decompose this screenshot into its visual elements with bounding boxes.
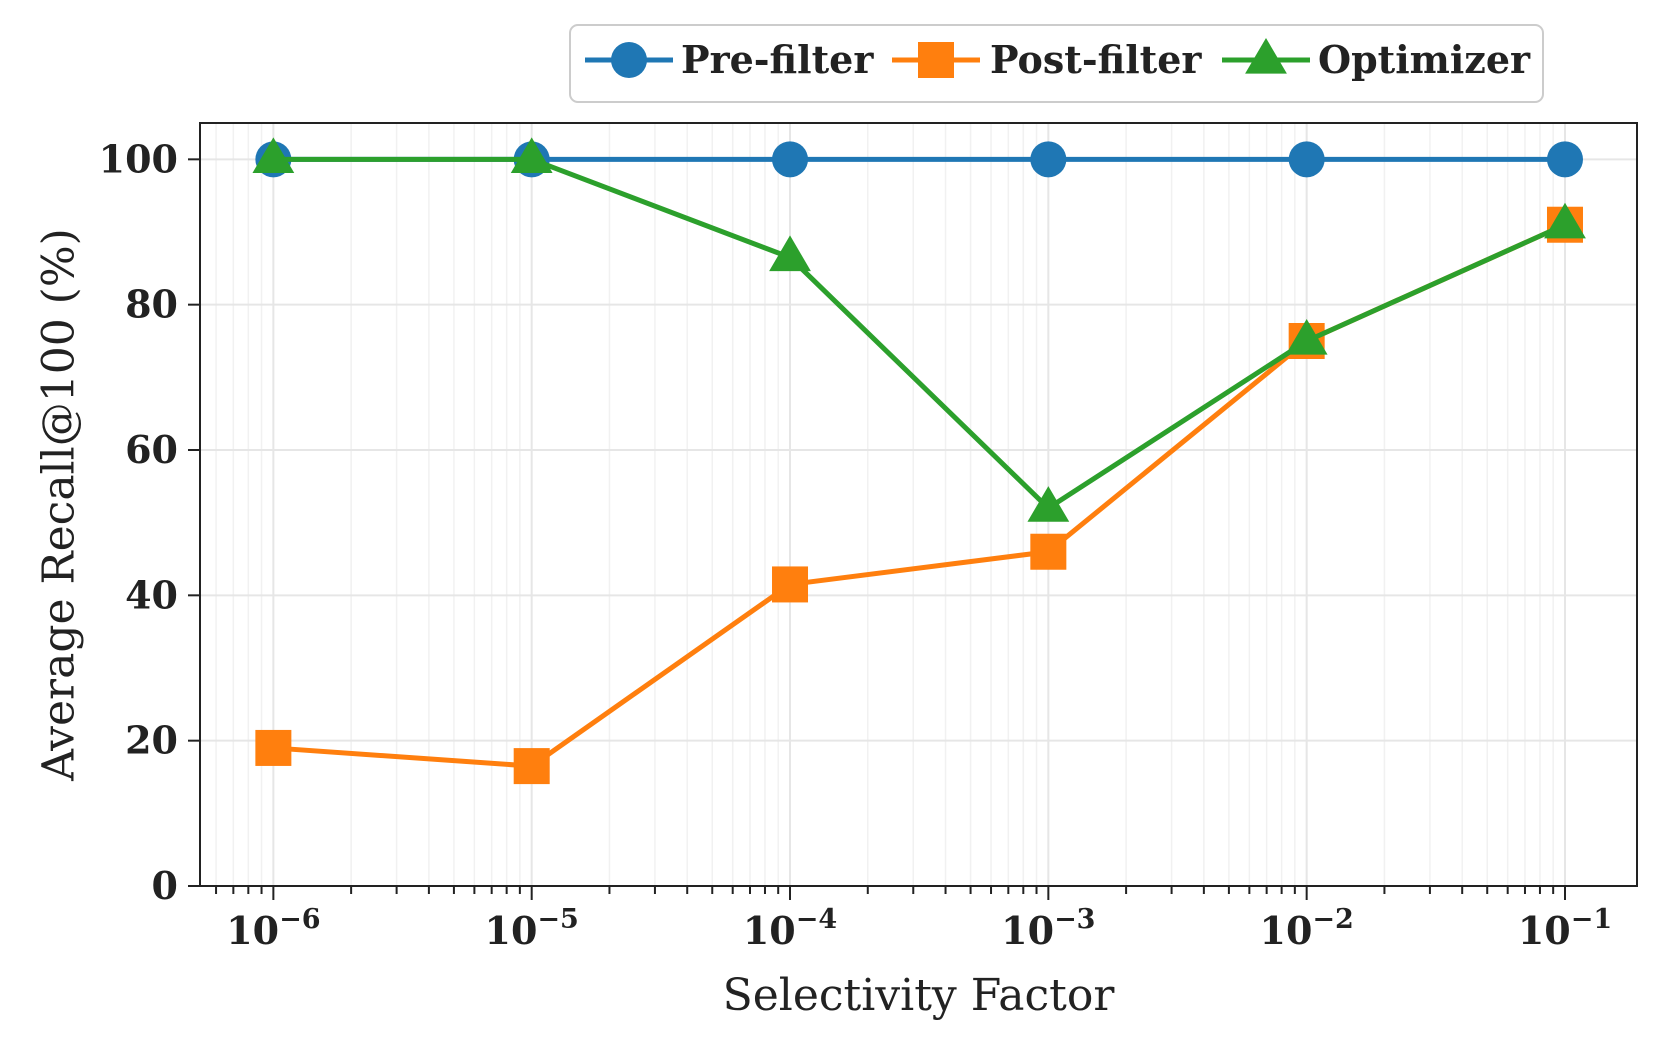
y-axis-title: Average Recall@100 (%) <box>34 228 85 782</box>
legend-label: Pre-filter <box>681 37 874 82</box>
data-point-optimizer <box>1544 202 1586 239</box>
y-tick-label: 60 <box>125 427 178 472</box>
legend-item-post-filter: Post-filter <box>892 37 1202 82</box>
data-point-pre-filter <box>1030 141 1067 178</box>
data-point-optimizer <box>1285 319 1328 355</box>
x-axis-title: Selectivity Factor <box>723 970 1116 1021</box>
series-optimizer <box>252 137 1586 522</box>
legend-item-pre-filter: Pre-filter <box>585 37 874 82</box>
legend-item-optimizer: Optimizer <box>1222 37 1531 82</box>
data-point-optimizer <box>510 137 553 173</box>
y-tick-label: 100 <box>99 136 178 181</box>
plot-frame <box>199 122 1638 887</box>
x-tick-label: 10−6 <box>226 904 320 953</box>
x-tick-label: 10−1 <box>1518 904 1612 953</box>
x-axis: 10−6 10−5 10−4 10−3 10−2 10−1 <box>215 886 1612 953</box>
series <box>252 137 1586 785</box>
y-tick-label: 20 <box>125 718 178 763</box>
legend-marker <box>1245 38 1287 74</box>
y-tick-label: 80 <box>125 282 178 327</box>
grid <box>200 123 1637 887</box>
data-point-post-filter <box>255 729 292 766</box>
data-point-pre-filter <box>772 141 809 178</box>
data-point-optimizer <box>1027 486 1070 522</box>
legend-label: Optimizer <box>1318 37 1531 82</box>
data-point-optimizer <box>252 137 295 173</box>
data-point-pre-filter <box>1288 141 1325 178</box>
y-tick-label: 40 <box>125 572 178 617</box>
data-point-pre-filter <box>1546 141 1583 178</box>
x-tick-label: 10−2 <box>1260 904 1354 953</box>
data-point-optimizer <box>769 235 811 272</box>
x-tick-label: 10−3 <box>1001 904 1095 953</box>
legend-marker <box>918 42 954 78</box>
data-point-post-filter <box>513 748 550 785</box>
data-point-post-filter <box>772 566 809 603</box>
x-tick-label: 10−4 <box>743 904 837 953</box>
legend: Pre-filter Post-filter Optimizer <box>569 24 1544 103</box>
legend-label: Post-filter <box>990 37 1202 82</box>
y-tick-label: 0 <box>152 863 178 908</box>
data-point-post-filter <box>1030 533 1067 570</box>
series-line-optimizer <box>273 156 1567 511</box>
legend-box <box>569 24 1544 103</box>
legend-marker <box>611 42 647 78</box>
series-line-post-filter <box>273 222 1567 769</box>
y-axis: 0 20 40 60 80 100 <box>99 136 200 908</box>
x-tick-label: 10−5 <box>485 904 579 953</box>
